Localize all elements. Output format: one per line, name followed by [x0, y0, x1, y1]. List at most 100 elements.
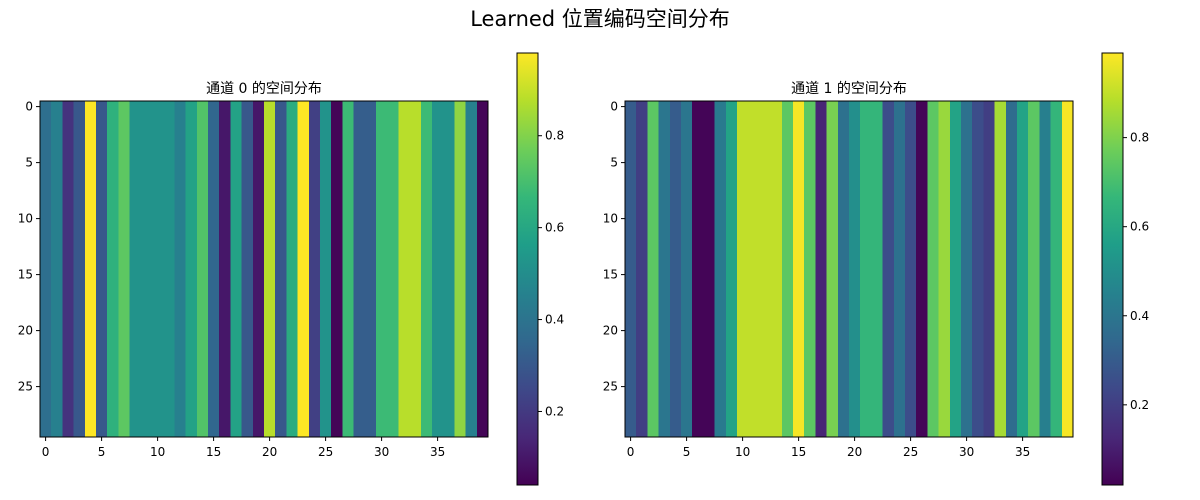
heatmap-cell [208, 168, 220, 180]
heatmap-cell [409, 325, 422, 337]
heatmap-cell [308, 358, 321, 371]
heatmap-cell [725, 336, 738, 348]
heatmap-cell [364, 425, 377, 438]
heatmap-cell [443, 325, 455, 337]
heatmap-cell [51, 403, 63, 415]
heatmap-cell [107, 291, 119, 303]
heatmap-cell [658, 112, 671, 124]
heatmap-cell [342, 403, 354, 415]
heatmap-cell [882, 336, 895, 348]
heatmap-cell [725, 381, 738, 393]
heatmap-cell [949, 269, 962, 281]
heatmap-cell [297, 358, 310, 371]
heatmap-cell [770, 168, 783, 180]
heatmap-cell [860, 190, 872, 203]
heatmap-cell [387, 101, 399, 113]
heatmap-cell [983, 392, 995, 404]
heatmap-cell [625, 392, 637, 404]
heatmap-cell [476, 101, 489, 113]
heatmap-cell [140, 257, 153, 270]
heatmap-cell [837, 179, 850, 191]
heatmap-cell [297, 190, 310, 203]
heatmap-cell [264, 213, 276, 225]
heatmap-cell [140, 336, 153, 348]
heatmap-cell [376, 112, 388, 124]
heatmap-cell [140, 369, 153, 382]
heatmap-cell [938, 358, 951, 371]
heatmap-cell [73, 246, 86, 259]
heatmap-cell [725, 269, 738, 281]
heatmap-cell [118, 157, 130, 169]
heatmap-cell [107, 257, 119, 270]
x-tick-label: 15 [791, 445, 806, 459]
heatmap-cell [893, 403, 906, 415]
heatmap-cell [286, 134, 298, 147]
heatmap-cell [983, 425, 995, 438]
heatmap-cell [118, 291, 130, 303]
heatmap-cell [297, 201, 310, 214]
heatmap-cell [275, 145, 287, 158]
heatmap-cell [1039, 101, 1051, 113]
heatmap-cell [387, 157, 399, 169]
heatmap-cell [636, 201, 648, 214]
heatmap-cell [658, 145, 671, 158]
heatmap-cell [174, 325, 186, 337]
heatmap-cell [905, 336, 917, 348]
heatmap-cell [129, 403, 142, 415]
heatmap-cell [983, 369, 995, 382]
heatmap-cell [62, 313, 74, 326]
heatmap-cell [465, 134, 478, 147]
heatmap-cell [703, 145, 715, 158]
heatmap-cell [714, 213, 727, 225]
heatmap-cell [681, 325, 693, 337]
heatmap-cell [983, 123, 995, 135]
heatmap-cell [1028, 213, 1040, 225]
heatmap-cell [353, 257, 366, 270]
heatmap-cell [241, 112, 254, 124]
heatmap-cell [647, 425, 659, 438]
heatmap-cell [916, 168, 928, 180]
heatmap-cell [185, 414, 198, 427]
heatmap-cell [871, 392, 883, 404]
heatmap-cell [961, 101, 973, 113]
heatmap-cell [1039, 358, 1051, 371]
heatmap-cell [658, 358, 671, 371]
colorbar-tick-label: 0.2 [1130, 398, 1149, 412]
heatmap-cell [916, 336, 928, 348]
heatmap-cell [308, 369, 321, 382]
heatmap-cell [916, 392, 928, 404]
heatmap-cell [40, 325, 52, 337]
heatmap-cell [454, 302, 466, 315]
heatmap-cell [196, 157, 209, 169]
heatmap-cell [927, 302, 939, 315]
heatmap-cell [669, 145, 682, 158]
heatmap-cell [376, 291, 388, 303]
heatmap-cell [387, 213, 399, 225]
heatmap-cell [409, 112, 422, 124]
heatmap-cell [636, 157, 648, 169]
heatmap-cell [364, 201, 377, 214]
heatmap-cell [353, 235, 366, 247]
heatmap-cell [1028, 291, 1040, 303]
heatmap-cell [387, 325, 399, 337]
heatmap-cell [62, 201, 74, 214]
heatmap-0-x-axis: 0 5 10 15 20 25 30 35 [42, 437, 445, 459]
heatmap-cell [1050, 224, 1063, 236]
heatmap-cell [398, 347, 410, 359]
heatmap-cell [297, 336, 310, 348]
heatmap-cell [163, 112, 175, 124]
heatmap-cell [409, 269, 422, 281]
heatmap-cell [972, 325, 984, 337]
heatmap-cell [420, 381, 433, 393]
heatmap-cell [1039, 224, 1051, 236]
heatmap-cell [275, 235, 287, 247]
heatmap-cell [118, 201, 130, 214]
heatmap-cell [893, 269, 906, 281]
heatmap-cell [96, 336, 108, 348]
heatmap-cell [972, 392, 984, 404]
heatmap-cell [770, 257, 783, 270]
heatmap-cell [185, 235, 198, 247]
heatmap-cell [387, 347, 399, 359]
heatmap-cell [208, 425, 220, 438]
heatmap-cell [927, 392, 939, 404]
